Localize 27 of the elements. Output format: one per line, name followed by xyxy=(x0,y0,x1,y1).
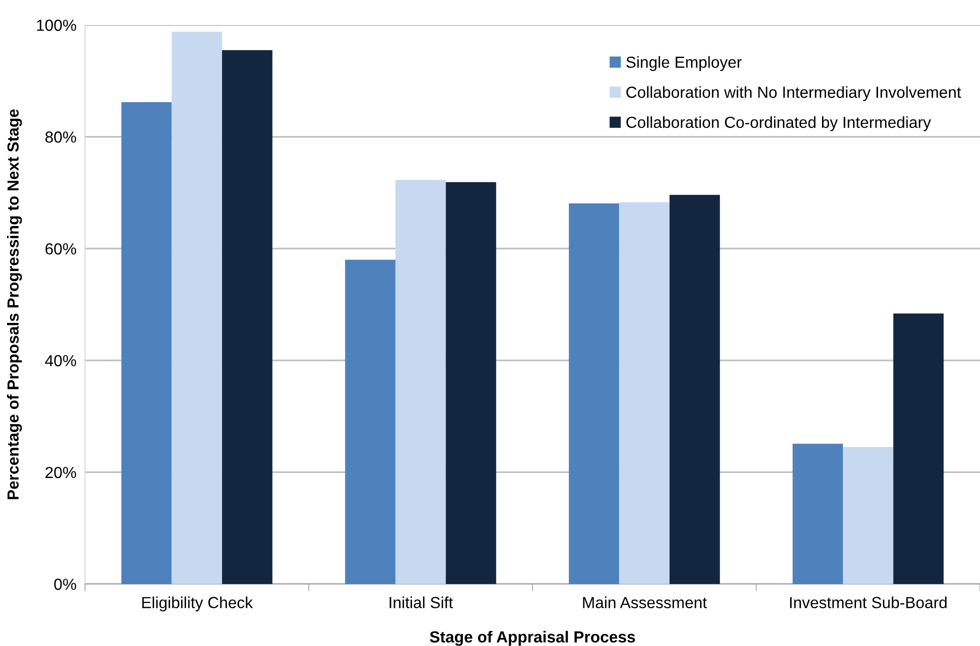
y-tick-label: 80% xyxy=(45,131,76,143)
bar xyxy=(893,313,944,584)
bar xyxy=(222,50,272,584)
y-tick-label: 100% xyxy=(37,20,76,31)
bar xyxy=(792,444,843,584)
bar xyxy=(568,203,620,584)
x-tick-label: Investment Sub-Board xyxy=(790,596,947,608)
x-tick-label: Main Assessment xyxy=(583,596,707,608)
bar xyxy=(842,447,894,584)
x-axis-title: Stage of Appraisal Process xyxy=(430,630,635,646)
y-tick-label: 60% xyxy=(46,243,76,255)
x-tick-label: Eligibility Check xyxy=(142,596,253,612)
x-tick-label: Initial Sift xyxy=(390,596,453,608)
y-tick-label: 20% xyxy=(46,466,76,478)
bar xyxy=(395,180,446,584)
y-tick-label: 40% xyxy=(45,355,76,366)
y-tick-label: 0% xyxy=(54,578,76,590)
legend-label: Collaboration with No Intermediary Involvement xyxy=(626,86,962,102)
legend-label: Collaboration Co-ordinated by Intermediary xyxy=(626,116,931,132)
bar xyxy=(345,260,396,584)
bar xyxy=(121,102,172,584)
legend-label: Single Employer xyxy=(626,56,742,72)
bar xyxy=(446,182,496,584)
bar xyxy=(670,194,720,584)
bar xyxy=(619,202,670,584)
bar xyxy=(172,32,222,584)
y-axis-title: Percentage of Proposals Progressing to Next Stage xyxy=(6,109,22,500)
